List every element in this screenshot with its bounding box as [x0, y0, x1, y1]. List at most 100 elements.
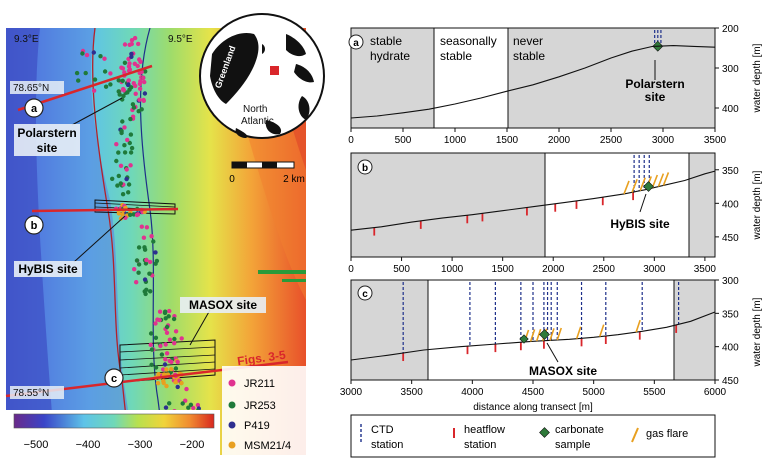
sample-point	[139, 107, 144, 112]
lon-label-east: 9.5°E	[168, 34, 193, 45]
transect-marker-a: a	[24, 98, 44, 118]
profile-panel-c: c MASOX site 3000 3500 4000 4500 5000 5500 600…	[340, 276, 763, 413]
sample-point	[138, 59, 143, 64]
gas-flare-c	[635, 319, 641, 333]
svg-text:water depth [m]: water depth [m]	[752, 170, 763, 240]
sample-point	[122, 150, 128, 155]
lat-label-south: 78.55°N	[13, 388, 49, 399]
x-tick-label-b: 2500	[593, 264, 616, 275]
sample-point	[149, 347, 155, 352]
svg-text:0: 0	[229, 174, 235, 185]
sample-point	[114, 142, 119, 147]
y-tick-label-c: 300	[722, 276, 739, 287]
sample-point	[131, 105, 137, 110]
y-tick-label-c: 350	[722, 309, 739, 320]
sample-point	[164, 367, 169, 372]
gas-flare-b	[662, 172, 670, 186]
sample-point	[108, 82, 113, 87]
seafloor-profile-b	[350, 170, 716, 231]
sample-point	[134, 212, 140, 218]
sample-point	[136, 41, 141, 47]
sample-point	[126, 182, 132, 187]
sample-point	[163, 357, 168, 362]
sample-point	[164, 330, 170, 335]
sample-point	[134, 280, 139, 285]
sample-point	[175, 359, 180, 365]
sample-point	[138, 79, 143, 84]
sample-point	[188, 402, 194, 407]
sample-point	[119, 128, 124, 134]
sample-point	[173, 329, 179, 334]
sample-point	[186, 405, 191, 410]
svg-text:−200: −200	[180, 439, 205, 451]
sample-point	[120, 119, 125, 124]
svg-text:−400: −400	[76, 439, 101, 451]
svg-text:b: b	[362, 163, 368, 174]
svg-text:Atlantic: Atlantic	[241, 116, 274, 127]
sample-point	[124, 167, 129, 172]
y-tick-label-a: 200	[722, 24, 739, 35]
sample-point	[169, 366, 174, 372]
sample-point	[162, 362, 168, 367]
sample-point	[128, 163, 133, 168]
sample-point	[195, 402, 201, 408]
sample-point	[92, 77, 98, 82]
y-tick-label-b: 400	[722, 199, 739, 210]
svg-text:never: never	[513, 34, 543, 48]
svg-text:North: North	[243, 104, 267, 115]
y-tick-label-c: 450	[722, 376, 739, 387]
sample-point	[127, 61, 132, 66]
sample-point	[153, 365, 159, 370]
sample-point	[128, 132, 134, 137]
sample-point	[123, 215, 128, 220]
x-tick-label-a: 500	[395, 135, 412, 146]
sample-point	[126, 78, 131, 84]
sample-point	[84, 52, 90, 58]
svg-text:gas flare: gas flare	[646, 428, 688, 440]
x-tick-label-b: 0	[348, 264, 354, 275]
figs-label: Figs. 3-5	[236, 348, 286, 369]
sample-point	[132, 35, 138, 41]
sample-point	[141, 235, 147, 240]
sample-point	[155, 381, 161, 386]
x-tick-label-a: 2000	[548, 135, 571, 146]
sample-point	[149, 234, 154, 239]
sample-point	[141, 75, 146, 81]
sample-point	[91, 88, 97, 93]
svg-text:a: a	[353, 38, 359, 49]
sample-point	[125, 137, 130, 143]
sample-point	[148, 331, 154, 336]
panel-a-site-label: Polarstern	[625, 77, 684, 91]
sample-point	[148, 342, 153, 347]
gas-flare-b	[623, 180, 630, 195]
sample-point	[179, 336, 184, 341]
sample-point	[159, 352, 165, 357]
gas-flare-b	[657, 173, 665, 187]
sample-point	[143, 69, 148, 74]
sample-point	[118, 181, 124, 186]
sample-point	[142, 277, 148, 282]
sample-point	[103, 84, 109, 89]
sample-point	[116, 173, 122, 179]
svg-text:−500: −500	[24, 439, 49, 451]
gas-flare-c	[535, 328, 542, 342]
x-tick-label-c: 3000	[340, 387, 363, 398]
svg-text:2 km: 2 km	[283, 174, 305, 185]
sample-point	[161, 380, 166, 386]
sample-point	[108, 71, 113, 76]
y-tick-label-a: 400	[722, 104, 739, 115]
sample-point	[129, 38, 135, 43]
sample-point	[136, 270, 141, 275]
sample-point	[122, 143, 127, 148]
svg-text:water depth [m]: water depth [m]	[752, 43, 763, 113]
transect-marker-b: b	[24, 215, 44, 235]
gas-flare-c	[598, 324, 605, 337]
svg-text:JR211: JR211	[244, 378, 275, 390]
sample-point	[148, 289, 153, 294]
sample-point	[172, 341, 177, 346]
sample-point	[163, 342, 168, 347]
gas-flare-c	[529, 329, 536, 342]
sample-point	[74, 70, 80, 76]
sample-point	[154, 258, 160, 264]
sample-point	[167, 401, 172, 406]
